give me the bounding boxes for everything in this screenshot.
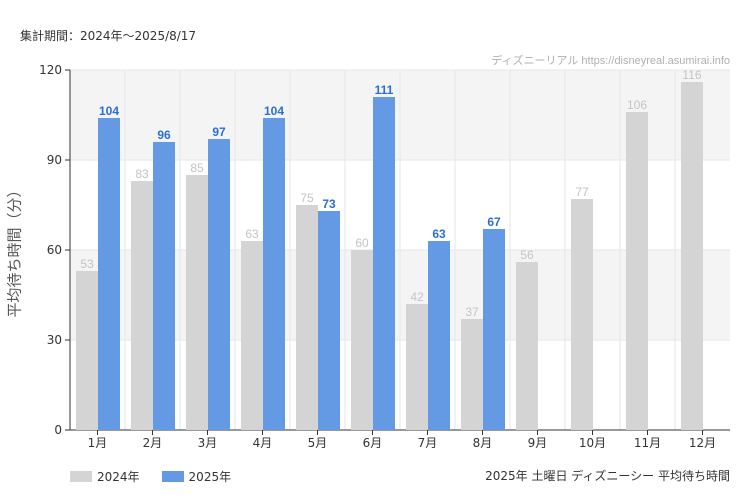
bar-2025 [263, 118, 285, 430]
bar-2025 [373, 97, 395, 430]
data-label-2024: 85 [190, 161, 204, 175]
y-tick-label: 90 [47, 153, 62, 167]
bar-2025 [428, 241, 450, 430]
legend-item-2025[interactable]: 2025年 [161, 468, 232, 485]
data-label-2025: 96 [157, 128, 171, 142]
bar-2024 [76, 271, 98, 430]
x-tick-label: 7月 [418, 436, 438, 450]
data-label-2025: 67 [487, 215, 501, 229]
bar-2024 [461, 319, 483, 430]
bar-2024 [406, 304, 428, 430]
x-tick-label: 1月 [88, 436, 108, 450]
legend-label-2024: 2024年 [97, 470, 140, 484]
x-tick-label: 4月 [253, 436, 273, 450]
data-label-2025: 97 [212, 125, 226, 139]
data-label-2025: 104 [264, 104, 284, 118]
bar-2025 [98, 118, 120, 430]
y-tick-label: 60 [47, 243, 62, 257]
data-label-2024: 116 [682, 68, 701, 82]
bar-2024 [516, 262, 538, 430]
data-label-2024: 56 [520, 248, 534, 262]
data-label-2024: 75 [300, 191, 314, 205]
data-label-2024: 42 [410, 290, 424, 304]
data-label-2025: 63 [432, 227, 446, 241]
x-tick-label: 3月 [198, 436, 218, 450]
data-label-2024: 106 [627, 98, 647, 112]
y-tick-label: 30 [47, 333, 62, 347]
bar-2024 [626, 112, 648, 430]
x-tick-label: 8月 [473, 436, 493, 450]
data-label-2024: 77 [575, 185, 589, 199]
legend-swatch-2024 [70, 471, 92, 482]
legend-swatch-2025 [161, 471, 184, 482]
bar-2025 [208, 139, 230, 430]
x-tick-label: 12月 [689, 436, 716, 450]
x-tick-label: 6月 [363, 436, 383, 450]
bar-2024 [571, 199, 593, 430]
y-tick-label: 120 [39, 63, 62, 77]
data-label-2024: 53 [80, 257, 94, 271]
x-tick-label: 5月 [308, 436, 328, 450]
bar-2025 [483, 229, 505, 430]
bar-2024 [131, 181, 153, 430]
legend-label-2025: 2025年 [188, 470, 232, 484]
legend: 2024年 2025年 [70, 468, 253, 485]
data-label-2025: 73 [322, 197, 336, 211]
legend-item-2024[interactable]: 2024年 [70, 468, 140, 485]
y-tick-label: 0 [54, 423, 62, 437]
data-label-2024: 37 [465, 305, 479, 319]
data-label-2024: 83 [135, 167, 149, 181]
bar-2025 [318, 211, 340, 430]
period-label: 集計期間：2024年〜2025/8/17 [20, 29, 197, 43]
bar-2024 [681, 82, 703, 430]
footer-title: 2025年 土曜日 ディズニーシー 平均待ち時間 [485, 469, 730, 483]
x-tick-label: 9月 [528, 436, 548, 450]
data-label-2025: 104 [99, 104, 119, 118]
data-label-2024: 63 [245, 227, 259, 241]
x-tick-label: 2月 [143, 436, 163, 450]
bar-2024 [241, 241, 263, 430]
bar-2024 [351, 250, 373, 430]
bar-2024 [296, 205, 318, 430]
data-label-2024: 60 [355, 236, 369, 250]
credit-text: ディズニーリアル https://disneyreal.asumirai.inf… [491, 55, 730, 67]
bar-2025 [153, 142, 175, 430]
data-label-2025: 111 [375, 83, 394, 97]
bar-2024 [186, 175, 208, 430]
x-tick-label: 11月 [634, 436, 661, 450]
x-tick-label: 10月 [579, 436, 606, 450]
